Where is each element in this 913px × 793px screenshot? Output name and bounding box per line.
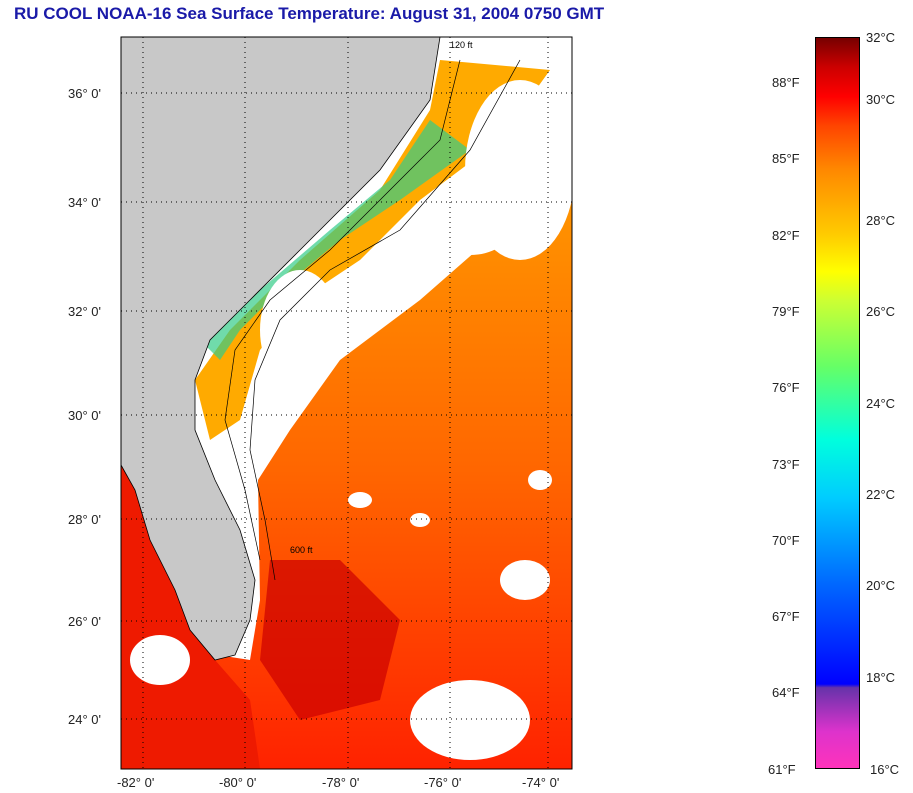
contour-label-600: 600 ft: [290, 545, 313, 555]
fahrenheit-label: 76°F: [772, 380, 800, 395]
lat-label: 32° 0': [68, 304, 101, 319]
lat-label: 26° 0': [68, 614, 101, 629]
sst-cool-coastal-band: [205, 120, 470, 360]
sst-bahamas-region: [260, 560, 400, 720]
fahrenheit-label: 82°F: [772, 228, 800, 243]
lat-label: 28° 0': [68, 512, 101, 527]
celsius-label: 30°C: [866, 92, 896, 107]
celsius-label: 18°C: [866, 670, 896, 685]
lon-label: -78° 0': [322, 775, 360, 790]
fahrenheit-label: 61°F: [768, 762, 796, 777]
depth-contour-120ft: [224, 59, 461, 561]
lat-label: 36° 0': [68, 86, 101, 101]
celsius-label: 26°C: [866, 304, 896, 319]
map-frame: [120, 36, 573, 770]
fahrenheit-label: 64°F: [772, 685, 800, 700]
lon-label: -74° 0': [522, 775, 560, 790]
land: [121, 37, 441, 661]
lon-label: -80° 0': [219, 775, 257, 790]
depth-contour-600ft: [249, 59, 521, 581]
sst-offshore-region: [121, 170, 572, 769]
page-title: RU COOL NOAA-16 Sea Surface Temperature:…: [14, 4, 605, 23]
celsius-label: 32°C: [866, 30, 896, 45]
lon-label: -76° 0': [424, 775, 462, 790]
temperature-colorbar: [815, 37, 860, 769]
fahrenheit-label: 88°F: [772, 75, 800, 90]
fahrenheit-label: 79°F: [772, 304, 800, 319]
fahrenheit-label: 70°F: [772, 533, 800, 548]
sst-gulf-region: [121, 460, 260, 769]
celsius-label: 24°C: [866, 396, 896, 411]
celsius-label: 22°C: [866, 487, 896, 502]
celsius-label: 28°C: [866, 213, 896, 228]
lon-label: -82° 0': [117, 775, 155, 790]
graticule: [121, 37, 572, 769]
celsius-label: 16°C: [870, 762, 900, 777]
celsius-label: 20°C: [866, 578, 896, 593]
lat-label: 30° 0': [68, 408, 101, 423]
lat-label: 34° 0': [68, 195, 101, 210]
lat-label: 24° 0': [68, 712, 101, 727]
fahrenheit-label: 73°F: [772, 457, 800, 472]
contour-label-120: 120 ft: [450, 40, 473, 50]
fahrenheit-label: 85°F: [772, 151, 800, 166]
fahrenheit-label: 67°F: [772, 609, 800, 624]
